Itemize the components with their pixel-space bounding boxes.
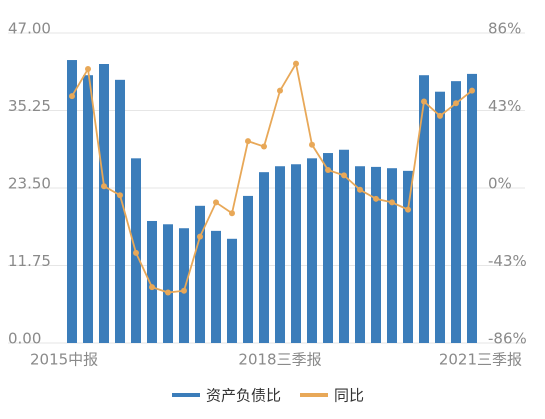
bar <box>403 170 413 343</box>
line-point <box>309 141 315 148</box>
y2-tick-label: -86% <box>488 330 527 348</box>
bar <box>147 220 157 343</box>
bar <box>371 166 381 343</box>
bar <box>195 205 205 343</box>
line-point <box>341 172 347 179</box>
line-point <box>149 284 155 291</box>
legend-text: 资产负债比 <box>206 387 281 405</box>
legend-text: 同比 <box>334 387 364 405</box>
line-point <box>373 195 379 202</box>
x-tick-label: 2018三季报 <box>238 351 321 369</box>
line-point <box>181 287 187 294</box>
bar <box>435 91 445 344</box>
bar <box>419 75 429 343</box>
line-point <box>213 199 219 206</box>
bar <box>227 238 237 343</box>
bar <box>163 224 173 343</box>
y2-tick-label: 0% <box>488 175 512 193</box>
line-point <box>197 233 203 240</box>
line-point <box>117 192 123 199</box>
y-tick-label: 47.00 <box>8 20 51 38</box>
bar <box>243 195 253 343</box>
line-point <box>101 183 107 190</box>
bar <box>259 172 269 343</box>
bar <box>99 64 109 343</box>
y-tick-label: 23.50 <box>8 175 51 193</box>
line-point <box>165 289 171 296</box>
bar <box>451 81 461 344</box>
line-point <box>245 138 251 145</box>
bar <box>355 166 365 343</box>
line-point <box>421 98 427 105</box>
line-point <box>437 112 443 119</box>
bar <box>323 153 333 343</box>
x-tick-label: 2015中报 <box>30 351 98 369</box>
y2-tick-label: 43% <box>488 97 521 115</box>
legend-swatch <box>300 393 328 397</box>
line-point <box>453 100 459 107</box>
line-point <box>261 143 267 150</box>
bar <box>467 73 477 343</box>
line-point <box>293 60 299 67</box>
bar <box>291 164 301 343</box>
y-tick-label: 0.00 <box>8 330 41 348</box>
y2-tick-label: 86% <box>488 20 521 38</box>
line-point <box>389 199 395 206</box>
bar <box>67 60 77 344</box>
line-point <box>325 166 331 173</box>
bar <box>307 158 317 343</box>
line-point <box>277 87 283 94</box>
line-point <box>357 186 363 193</box>
bar <box>211 230 221 343</box>
x-tick-label: 2021三季报 <box>439 351 522 369</box>
bar <box>179 228 189 343</box>
bar <box>339 149 349 343</box>
line-point <box>85 66 91 73</box>
bar <box>83 75 93 343</box>
bar <box>387 168 397 343</box>
legend-swatch <box>172 393 200 397</box>
line-point <box>405 206 411 213</box>
y2-tick-label: -43% <box>488 252 527 270</box>
line-point <box>229 210 235 217</box>
y-tick-label: 35.25 <box>8 97 51 115</box>
line-point <box>469 87 475 94</box>
line-point <box>133 249 139 256</box>
bar <box>275 166 285 343</box>
bar <box>115 79 125 344</box>
y-tick-label: 11.75 <box>8 252 51 270</box>
line-point <box>69 93 75 100</box>
